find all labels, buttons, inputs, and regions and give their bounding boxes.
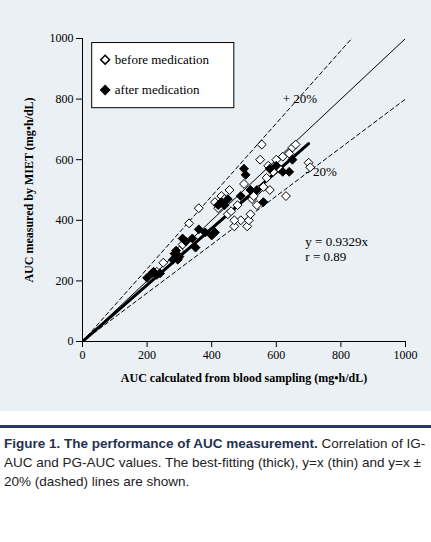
svg-text:AUC calculated from blood samp: AUC calculated from blood sampling (mg•h… (121, 371, 367, 385)
svg-text:- 20%: - 20% (305, 164, 337, 179)
html-text:Figure 1. The performance of A: Figure 1. The performance of AUC measure… (4, 436, 426, 489)
svg-text:400: 400 (56, 213, 74, 227)
svg-text:before medication: before medication (115, 52, 210, 67)
svg-text:after medication: after medication (115, 82, 200, 97)
svg-text:0: 0 (80, 348, 86, 362)
svg-text:AUC measured by MIET (mg•h/dL): AUC measured by MIET (mg•h/dL) (22, 97, 36, 282)
svg-text:200: 200 (56, 274, 74, 288)
svg-text:400: 400 (203, 348, 221, 362)
svg-text:y = 0.9329x: y = 0.9329x (305, 234, 368, 249)
svg-text:r = 0.89: r = 0.89 (305, 249, 346, 264)
svg-text:1000: 1000 (394, 348, 418, 362)
svg-text:+ 20%: + 20% (283, 91, 318, 106)
svg-text:800: 800 (56, 92, 74, 106)
svg-text:600: 600 (267, 348, 285, 362)
svg-text:600: 600 (56, 153, 74, 167)
svg-text:800: 800 (332, 348, 350, 362)
svg-text:200: 200 (138, 348, 156, 362)
svg-text:0: 0 (68, 334, 74, 348)
svg-text:1000: 1000 (50, 31, 74, 45)
